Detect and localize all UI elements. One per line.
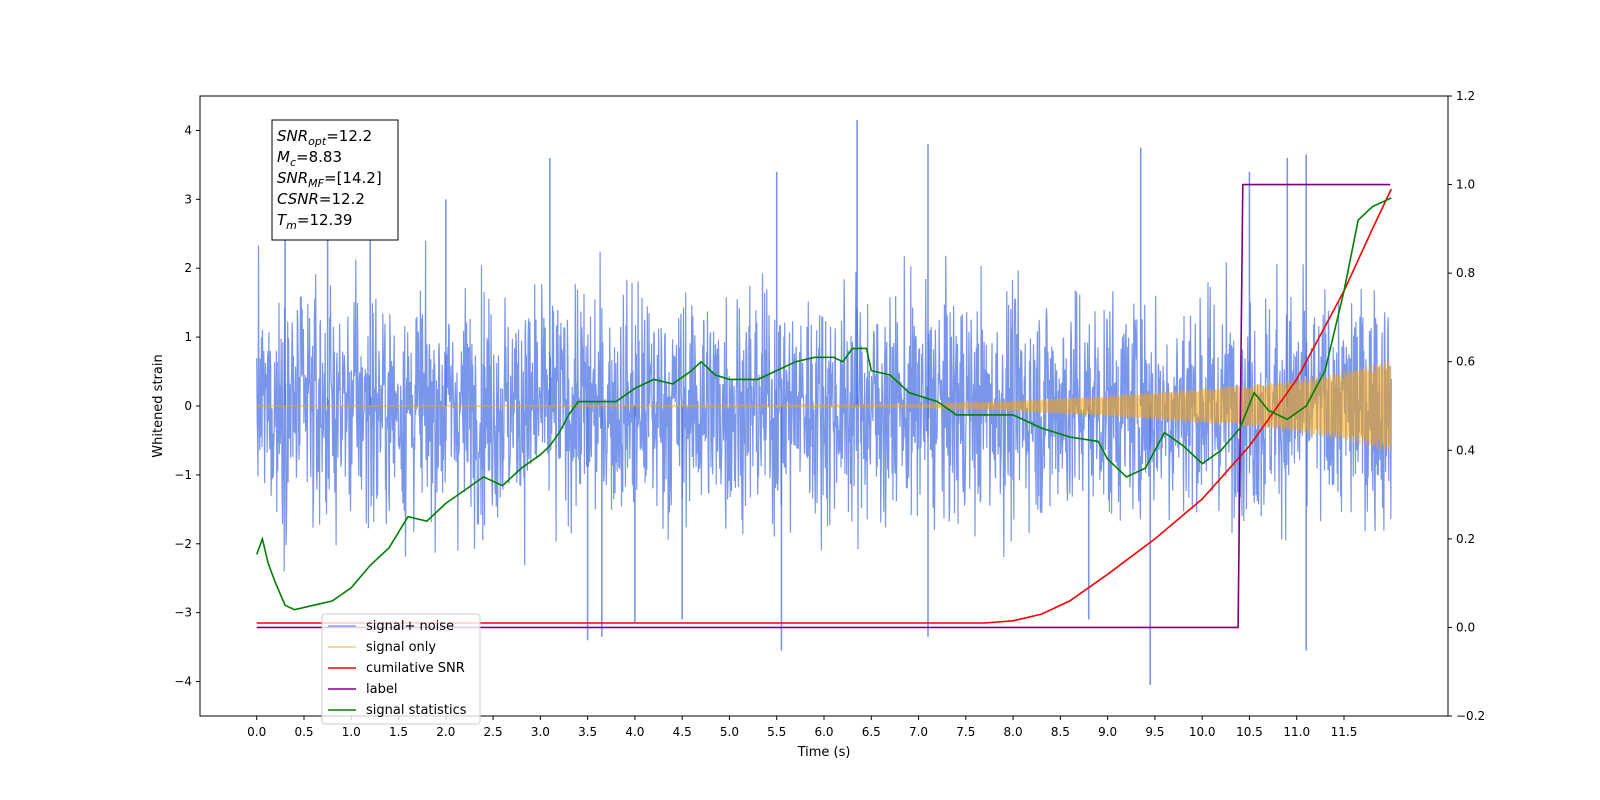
series-signal-only — [256, 360, 1392, 453]
y-tick-label: 4 — [184, 123, 192, 137]
y-tick-label: 3 — [184, 192, 192, 206]
annotation-line: Tm=12.39 — [277, 211, 352, 232]
y-tick-label: −1 — [174, 468, 192, 482]
legend-label: cumilative SNR — [366, 661, 465, 676]
y2-tick-label: 0.6 — [1456, 355, 1475, 369]
legend-label: signal statistics — [366, 703, 467, 718]
x-tick-label: 5.5 — [767, 725, 786, 739]
y2-tick-label: 1.0 — [1456, 178, 1475, 192]
x-tick-label: 4.5 — [673, 725, 692, 739]
x-tick-label: 1.0 — [342, 725, 361, 739]
y2-tick-label: 0.4 — [1456, 443, 1475, 457]
annotation-line: SNRopt=12.2 — [277, 127, 372, 148]
x-tick-label: 6.0 — [814, 725, 833, 739]
y2-tick-label: 0.0 — [1456, 620, 1475, 634]
x-axis-label: Time (s) — [797, 745, 851, 760]
y2-tick-label: 1.2 — [1456, 89, 1475, 103]
series-signal-statistics — [255, 197, 1392, 611]
legend-frame — [321, 613, 481, 725]
y-tick-label: 2 — [184, 261, 192, 275]
y-tick-label: −3 — [174, 606, 192, 620]
y2-tick-label: 0.2 — [1456, 532, 1475, 546]
x-tick-label: 3.0 — [531, 725, 550, 739]
x-tick-label: 4.0 — [625, 725, 644, 739]
y-tick-label: −2 — [174, 537, 192, 551]
x-tick-label: 11.0 — [1283, 725, 1310, 739]
annotation-line: Mc=8.83 — [277, 148, 342, 169]
legend-label: label — [366, 682, 397, 697]
y-tick-label: −4 — [174, 675, 192, 689]
x-tick-label: 2.0 — [436, 725, 455, 739]
annotation-line: CSNR=12.2 — [277, 190, 365, 208]
x-tick-label: 8.0 — [1004, 725, 1023, 739]
x-tick-label: 6.5 — [862, 725, 881, 739]
legend-label: signal only — [366, 640, 436, 655]
x-tick-label: 0.0 — [247, 725, 266, 739]
y-axis-label: Whitened strain — [151, 354, 166, 457]
annotation-line: SNRMF=[14.2] — [277, 169, 382, 190]
axes-layer: 0.0 0.5 1.0 1.5 2.0 2.5 3.0 3.5 4.0 4.5 5.0 5.5 6.0 6… — [174, 89, 1485, 739]
x-tick-label: 2.5 — [484, 725, 503, 739]
x-tick-label: 10.0 — [1189, 725, 1216, 739]
x-tick-label: 0.5 — [294, 725, 313, 739]
x-tick-label: 10.5 — [1236, 725, 1263, 739]
x-tick-label: 5.0 — [720, 725, 739, 739]
y2-tick-label: −0.2 — [1456, 709, 1485, 723]
legend-label: signal+ noise — [366, 619, 454, 634]
series-label — [256, 183, 1391, 629]
x-tick-label: 7.5 — [956, 725, 975, 739]
x-tick-label: 1.5 — [389, 725, 408, 739]
series-layer — [255, 120, 1393, 685]
annotation-frame — [271, 119, 399, 241]
x-tick-label: 7.0 — [909, 725, 928, 739]
x-tick-label: 3.5 — [578, 725, 597, 739]
x-tick-label: 9.5 — [1145, 725, 1164, 739]
x-tick-label: 8.5 — [1051, 725, 1070, 739]
x-tick-label: 11.5 — [1331, 725, 1358, 739]
x-tick-label: 9.0 — [1098, 725, 1117, 739]
y-tick-label: 1 — [184, 330, 192, 344]
y2-tick-label: 0.8 — [1456, 266, 1475, 280]
legend: signal+ noise signal only cumilative SNR la… — [321, 613, 481, 725]
y-tick-label: 0 — [184, 399, 192, 413]
